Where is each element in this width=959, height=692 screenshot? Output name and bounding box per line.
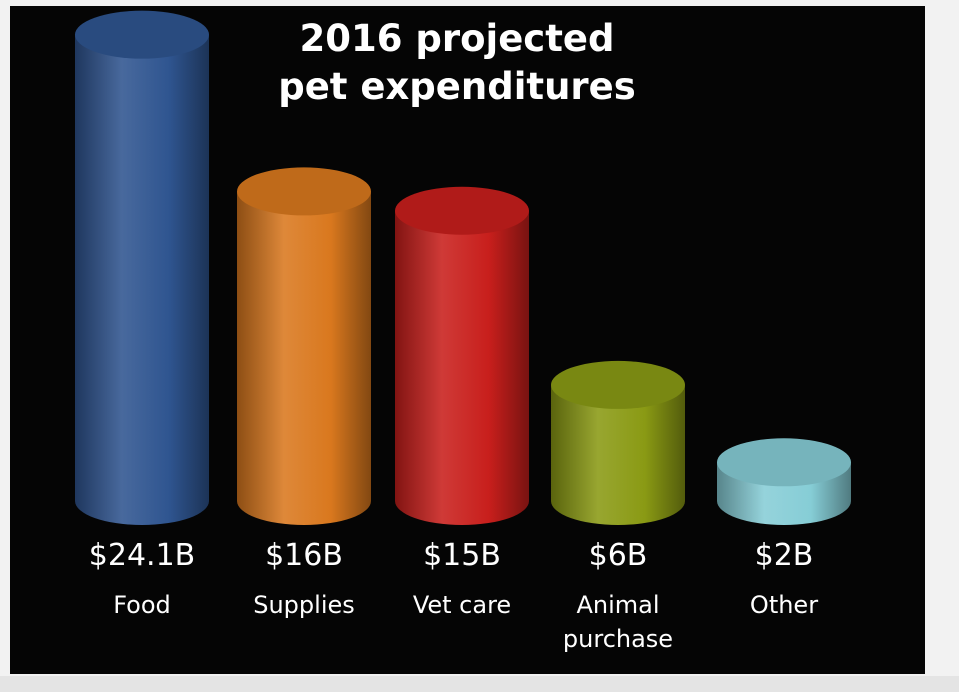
bar-top-2 — [237, 167, 371, 216]
value-label-2: $16B — [265, 538, 343, 573]
value-label-1: $24.1B — [89, 538, 195, 573]
value-label-4: $6B — [589, 538, 648, 573]
bar-top-1 — [75, 10, 209, 59]
category-label-3: Vet care — [413, 591, 511, 619]
category-label-1: Food — [113, 591, 171, 619]
bars-layer — [75, 10, 851, 525]
bar-food — [75, 34, 209, 525]
category-label-4-line-2: purchase — [563, 625, 673, 653]
value-label-3: $15B — [423, 538, 501, 573]
chart-panel: 2016 projected pet expenditures $24.1B Fo… — [10, 6, 925, 674]
labels-layer: $24.1B Food $16B Supplies $15B Vet care $6B Ani… — [89, 538, 818, 653]
chart-svg: 2016 projected pet expenditures $24.1B Fo… — [75, 10, 851, 653]
chart-title-line-2: pet expenditures — [278, 65, 636, 108]
bar-animal-purchase — [551, 384, 685, 525]
category-label-4: Animal — [576, 591, 659, 619]
chart-title-line-1: 2016 projected — [300, 17, 615, 60]
value-label-5: $2B — [755, 538, 814, 573]
category-label-2: Supplies — [253, 591, 355, 619]
bar-top-3 — [395, 186, 529, 235]
bar-vet-care — [395, 210, 529, 525]
page-bottom-strip — [0, 676, 959, 692]
bar-top-5 — [717, 438, 851, 487]
bar-supplies — [237, 191, 371, 525]
bar-top-4 — [551, 360, 685, 409]
category-label-5: Other — [750, 591, 818, 619]
